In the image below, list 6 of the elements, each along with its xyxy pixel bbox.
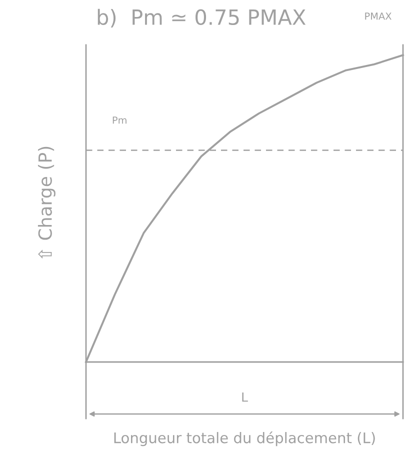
y-axis-title: ⇧ Charge (P) xyxy=(38,146,56,259)
text: L xyxy=(242,392,248,402)
chart-title: b) Pm ≃ 0.75 PMAX xyxy=(98,8,306,28)
text: PMAX xyxy=(365,12,392,20)
x-axis-title: Longueur totale du déplacement (L) xyxy=(114,431,375,446)
ref-line-label: Pm xyxy=(112,116,126,124)
